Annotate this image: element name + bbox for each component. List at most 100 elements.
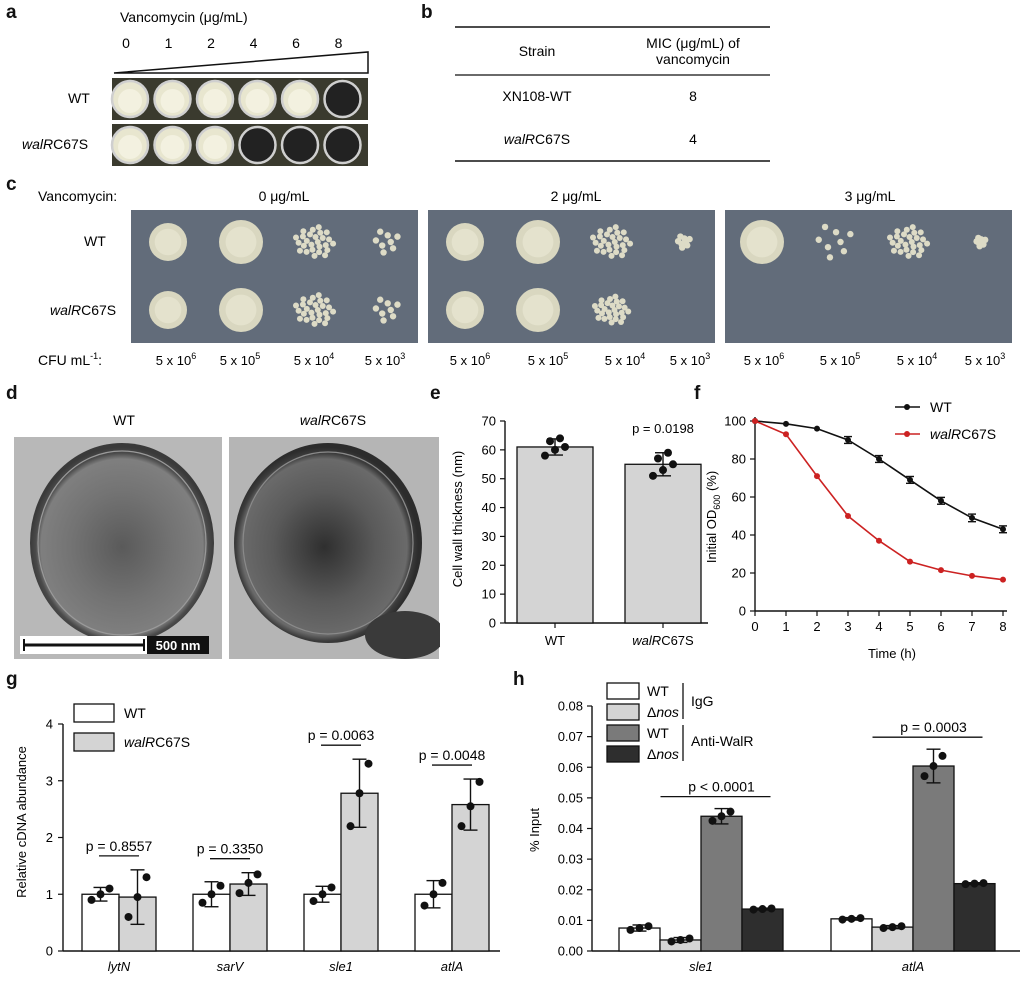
g-xtick-label: sle1 bbox=[329, 959, 353, 974]
plate-row-mutant: walRC67S bbox=[50, 302, 116, 318]
colony bbox=[300, 228, 307, 235]
colony bbox=[886, 234, 893, 241]
h-ylabel: % Input bbox=[527, 808, 542, 852]
g-pvalue: p = 0.0048 bbox=[419, 747, 486, 763]
colony bbox=[601, 305, 608, 312]
colony bbox=[372, 305, 380, 312]
tem-title-wt: WT bbox=[113, 412, 135, 428]
panel-d-tem: WT walRC67S 500 nm bbox=[14, 412, 440, 659]
f-legend-label: WT bbox=[930, 399, 952, 415]
colony bbox=[613, 249, 620, 256]
f-xtick-label: 6 bbox=[937, 619, 944, 634]
g-data-point bbox=[133, 893, 142, 902]
h-ytick-label: 0.06 bbox=[558, 760, 583, 775]
h-xtick-label: sle1 bbox=[689, 959, 713, 974]
f-legend-label: walRC67S bbox=[930, 426, 996, 442]
colony bbox=[613, 298, 620, 305]
g-data-point bbox=[198, 898, 207, 907]
colony bbox=[300, 296, 307, 303]
f-data-point bbox=[814, 473, 820, 480]
h-ytick-label: 0.01 bbox=[558, 913, 583, 928]
colony bbox=[598, 297, 605, 304]
f-data-point bbox=[845, 437, 851, 443]
colony bbox=[607, 295, 614, 302]
g-data-point bbox=[355, 789, 364, 798]
e-bar bbox=[516, 446, 594, 624]
colony bbox=[684, 242, 691, 249]
h-data-point bbox=[758, 905, 767, 914]
e-data-point bbox=[669, 460, 677, 469]
tem-neighbor-cell bbox=[365, 611, 440, 659]
colony bbox=[303, 316, 310, 323]
tem-title-mutant: walRC67S bbox=[300, 412, 366, 428]
colony bbox=[615, 303, 622, 310]
colony bbox=[913, 235, 920, 242]
h-data-point bbox=[938, 751, 947, 760]
colony bbox=[686, 235, 693, 243]
g-data-point bbox=[142, 873, 151, 882]
colony bbox=[387, 306, 394, 314]
colony bbox=[330, 240, 337, 247]
panel-letter-b: b bbox=[421, 2, 433, 23]
h-legend-swatch bbox=[606, 745, 640, 763]
e-data-point bbox=[649, 471, 657, 480]
panel-letter-e: e bbox=[430, 383, 441, 404]
h-data-point bbox=[847, 914, 856, 923]
colony bbox=[821, 223, 829, 231]
colony bbox=[893, 233, 900, 240]
strain-mutant: walRC67S bbox=[504, 131, 570, 147]
colony bbox=[316, 243, 323, 250]
h-legend-label: Δnos bbox=[647, 704, 679, 720]
e-xtick-label: WT bbox=[545, 633, 565, 648]
colony bbox=[894, 228, 901, 235]
e-data-point bbox=[551, 445, 559, 454]
colony bbox=[612, 316, 619, 323]
g-data-point bbox=[124, 912, 133, 921]
concentration-labels: 0 1 2 4 6 8 bbox=[122, 35, 343, 51]
f-ytick-label: 40 bbox=[732, 528, 746, 543]
conc-label: 1 bbox=[165, 35, 173, 51]
f-ytick-label: 0 bbox=[739, 604, 746, 619]
colony bbox=[621, 247, 628, 254]
colony bbox=[387, 238, 394, 246]
colony bbox=[606, 246, 613, 253]
colony bbox=[903, 226, 910, 233]
colony bbox=[317, 297, 324, 304]
f-ylabel: Initial OD600 (%) bbox=[704, 471, 722, 563]
mic-mutant: 4 bbox=[689, 131, 697, 147]
colony bbox=[309, 314, 316, 321]
colony bbox=[614, 229, 621, 236]
colony bbox=[319, 303, 326, 310]
h-legend-swatch bbox=[606, 703, 640, 721]
f-xtick-label: 5 bbox=[906, 619, 913, 634]
colony bbox=[606, 226, 613, 233]
f-xtick-label: 1 bbox=[782, 619, 789, 634]
vancomycin-label: Vancomycin: bbox=[38, 188, 117, 204]
colony bbox=[678, 244, 686, 251]
colony bbox=[295, 239, 302, 246]
g-data-point bbox=[216, 881, 225, 890]
colony bbox=[296, 315, 303, 322]
h-data-point bbox=[726, 807, 735, 816]
colony bbox=[303, 248, 310, 255]
h-bar bbox=[953, 882, 996, 952]
e-ytick-label: 0 bbox=[489, 616, 496, 631]
colony bbox=[316, 311, 323, 318]
colony bbox=[605, 241, 612, 248]
h-data-point bbox=[920, 772, 929, 781]
colony bbox=[377, 228, 384, 235]
colony bbox=[323, 229, 330, 236]
g-data-point bbox=[466, 802, 475, 811]
g-data-point bbox=[346, 822, 355, 831]
colony bbox=[606, 313, 613, 320]
colony bbox=[600, 237, 607, 244]
colony bbox=[312, 234, 319, 241]
colony bbox=[592, 239, 599, 246]
panel-letter-a: a bbox=[6, 2, 17, 23]
colony bbox=[618, 318, 625, 325]
col-strain-header: Strain bbox=[519, 43, 556, 59]
colony bbox=[600, 248, 607, 255]
colony bbox=[826, 254, 834, 261]
colony bbox=[330, 308, 337, 315]
colony bbox=[619, 252, 626, 259]
